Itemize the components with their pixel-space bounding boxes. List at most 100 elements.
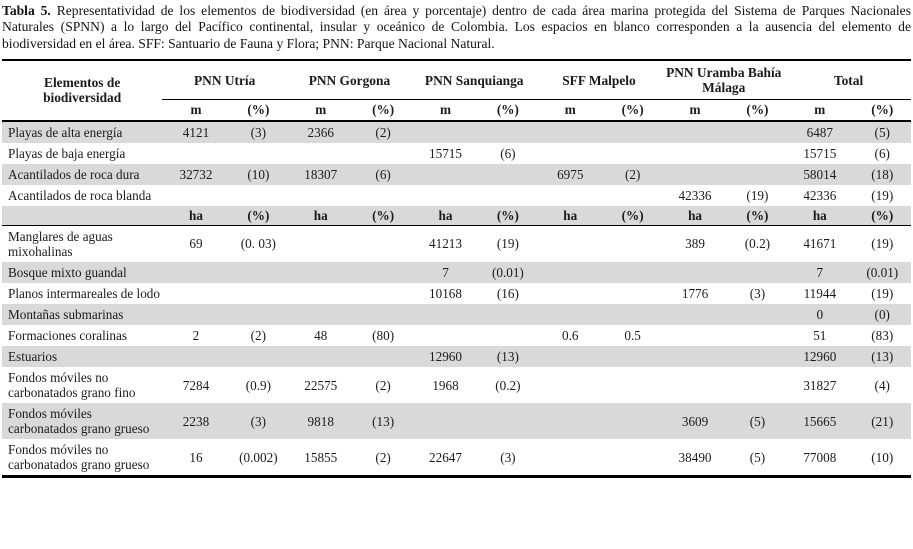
data-cell: 7 — [816, 264, 824, 280]
data-cell: (13) — [372, 413, 395, 429]
unit-header-cell: m — [786, 99, 854, 122]
column-header-pnn-utria: PNN Utría — [162, 59, 288, 100]
data-cell: (6) — [500, 145, 516, 161]
data-cell: (6) — [874, 145, 890, 161]
data-cell: 22575 — [304, 377, 338, 393]
data-cell: 1968 — [432, 377, 459, 393]
data-cell: (19) — [496, 236, 519, 252]
unit-header-cell: (%) — [728, 99, 787, 122]
data-cell — [604, 367, 661, 403]
data-cell — [230, 143, 287, 164]
column-header-pnn-uramba: PNN Uramba Bahía Málaga — [661, 59, 787, 100]
data-cell: (6) — [375, 166, 391, 182]
column-header-total: Total — [786, 59, 911, 100]
unit-header-cell: ha — [411, 205, 480, 226]
data-cell — [287, 304, 354, 325]
unit-header-cell: (%) — [479, 205, 537, 226]
table-row: Acantilados de roca dura 32732 (10) 18307 (6… — [2, 163, 911, 185]
table-row: Formaciones coralinas 2 (2) 48 (80) 0.6 0.5 51 (… — [2, 325, 911, 346]
data-cell: (2) — [375, 377, 391, 393]
data-cell: (0.2) — [495, 377, 521, 393]
data-cell: (3) — [250, 413, 267, 429]
unit-header-cell: (%) — [354, 205, 412, 226]
biodiversity-representativity-table: Elementos de biodiversidad PNN Utría PNN… — [2, 58, 911, 479]
data-cell — [729, 262, 786, 283]
unit-header-cell: ha — [287, 205, 355, 226]
data-cell: (3) — [749, 285, 766, 301]
data-cell: (19) — [871, 236, 894, 252]
data-cell — [661, 262, 728, 283]
data-cell — [729, 164, 786, 185]
data-cell — [537, 185, 604, 206]
row-label: Acantilados de roca blanda — [8, 187, 152, 203]
data-cell: 77008 — [803, 449, 837, 465]
data-cell: 6975 — [557, 166, 584, 182]
data-cell — [537, 439, 604, 477]
column-header-pnn-sanquianga: PNN Sanquianga — [411, 59, 537, 100]
data-cell — [162, 283, 229, 304]
data-cell — [354, 143, 411, 164]
data-cell: 51 — [813, 328, 827, 344]
data-cell: (2) — [250, 328, 267, 344]
column-header-pnn-gorgona: PNN Gorgona — [287, 59, 412, 100]
data-cell: 15715 — [429, 145, 462, 161]
table-row: Playas de baja energía 15715 (6) 15715 (6) — [2, 143, 911, 164]
data-cell: 15855 — [304, 449, 338, 465]
data-cell: 9818 — [307, 413, 334, 429]
data-cell — [604, 121, 661, 143]
data-cell — [537, 367, 604, 403]
table-row: Estuarios 12960 (13) 12960 (13) — [2, 346, 911, 368]
table-row: Acantilados de roca blanda 42336 (19) 42336… — [2, 185, 911, 206]
data-cell — [479, 403, 536, 439]
data-cell — [479, 325, 536, 346]
data-cell: (13) — [871, 349, 894, 365]
unit-header-cell: (%) — [728, 205, 787, 226]
data-cell: (0.2) — [744, 236, 771, 252]
data-cell — [287, 185, 354, 206]
data-cell: (0.002) — [239, 449, 278, 465]
data-cell: (0.9) — [245, 377, 271, 393]
data-cell: 3609 — [681, 413, 709, 429]
data-cell: (0.01) — [866, 264, 899, 280]
data-cell — [287, 283, 354, 304]
data-cell: 6487 — [806, 124, 833, 140]
unit-header-cell: m — [411, 99, 480, 122]
data-cell: 7 — [442, 264, 449, 280]
data-cell: 22647 — [429, 449, 462, 465]
data-cell: 11944 — [803, 285, 837, 301]
unit-header-cell: (%) — [479, 99, 537, 122]
data-cell: (3) — [500, 449, 516, 465]
data-cell — [479, 164, 536, 185]
data-cell — [661, 304, 728, 325]
data-cell — [537, 304, 604, 325]
data-cell: 38490 — [678, 449, 712, 465]
unit-header-row-ha: ha (%) ha (%) ha (%) ha (%) ha (%) ha (%) — [2, 205, 911, 226]
data-cell — [537, 121, 604, 143]
data-cell — [729, 346, 786, 367]
unit-row-spacer — [2, 205, 163, 226]
data-cell: 7284 — [182, 377, 210, 393]
unit-header-cell: m — [661, 99, 729, 122]
unit-header-cell: ha — [536, 205, 604, 226]
data-cell: (5) — [749, 413, 766, 429]
table-row: Planos intermareales de lodo 10168 (16) 177… — [2, 283, 911, 304]
data-cell — [230, 283, 287, 304]
data-cell: 10168 — [429, 285, 462, 301]
data-cell — [729, 304, 786, 325]
data-cell — [412, 185, 479, 206]
data-cell — [537, 225, 604, 262]
data-cell: (19) — [871, 187, 894, 203]
data-cell — [604, 185, 661, 206]
unit-header-cell: (%) — [853, 205, 911, 226]
data-cell: (18) — [871, 166, 894, 182]
data-cell — [604, 143, 661, 164]
unit-header-cell: (%) — [603, 99, 662, 122]
row-label: Playas de baja energía — [8, 145, 126, 161]
data-cell: 16 — [189, 449, 203, 465]
data-cell: 15715 — [803, 145, 837, 161]
unit-header-cell: ha — [162, 205, 230, 226]
data-cell — [729, 143, 786, 164]
table-row: Bosque mixto guandal 7 (0.01) 7 (0.01) — [2, 261, 911, 283]
unit-header-cell: m — [162, 99, 230, 122]
data-cell — [604, 304, 661, 325]
